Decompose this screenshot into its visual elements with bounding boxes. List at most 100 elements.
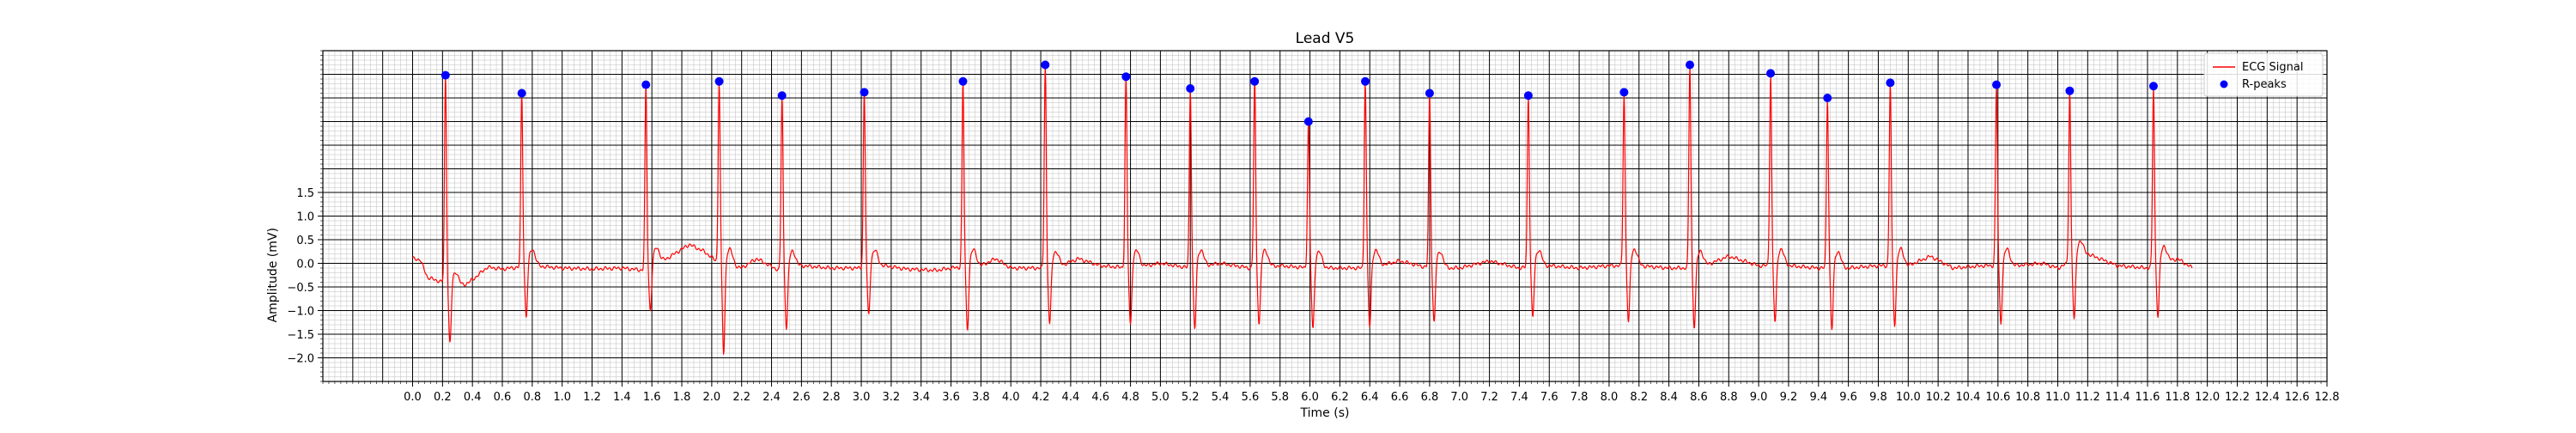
x-tick-label: 3.6 <box>942 391 960 404</box>
x-tick-label: 12.6 <box>2285 391 2310 404</box>
x-tick-label: 5.6 <box>1242 391 1260 404</box>
x-tick-label: 9.4 <box>1809 391 1827 404</box>
r-peak-point <box>517 88 526 98</box>
x-tick-label: 11.2 <box>2075 391 2100 404</box>
x-tick-label: 11.6 <box>2136 391 2160 404</box>
r-peak-point <box>1992 80 2002 89</box>
x-tick-label: 8.4 <box>1660 391 1678 404</box>
r-peak-point <box>1425 88 1434 98</box>
x-tick-label: 4.6 <box>1091 391 1109 404</box>
x-tick-label: 10.2 <box>1926 391 1951 404</box>
x-tick-label: 6.6 <box>1391 391 1409 404</box>
x-tick-label: 8.0 <box>1601 391 1619 404</box>
axis-ticks: 0.0 0.2 0.4 0.6 0.8 1.0 1.2 1.4 1.6 1.8 2.0 2.2 2.4 2… <box>287 50 2340 404</box>
x-tick-label: 3.8 <box>972 391 990 404</box>
y-tick-label: −1.5 <box>287 329 314 342</box>
x-tick-label: 5.4 <box>1212 391 1230 404</box>
x-tick-label: 1.4 <box>613 391 631 404</box>
x-tick-label: 4.4 <box>1062 391 1080 404</box>
x-tick-label: 11.8 <box>2165 391 2190 404</box>
x-tick-label: 11.4 <box>2105 391 2130 404</box>
y-axis-label: Amplitude (mV) <box>266 228 280 322</box>
y-tick-label: −2.0 <box>287 353 314 366</box>
legend-r-peaks-label: R-peaks <box>2242 78 2287 91</box>
r-peak-point <box>1766 69 1776 78</box>
x-tick-label: 1.6 <box>643 391 661 404</box>
x-tick-label: 10.0 <box>1896 391 1921 404</box>
r-peak-point <box>958 76 968 86</box>
x-tick-label: 7.0 <box>1450 391 1468 404</box>
x-tick-label: 10.8 <box>2015 391 2040 404</box>
x-tick-label: 6.2 <box>1331 391 1349 404</box>
x-tick-label: 0.0 <box>404 391 422 404</box>
x-tick-label: 3.4 <box>912 391 930 404</box>
x-tick-label: 0.8 <box>524 391 542 404</box>
x-tick-label: 2.6 <box>793 391 811 404</box>
r-peak-point <box>1041 60 1050 70</box>
y-tick-label: 1.0 <box>296 211 314 224</box>
r-peak-point <box>1186 84 1195 93</box>
r-peak-point <box>2148 82 2158 91</box>
x-tick-label: 5.2 <box>1182 391 1200 404</box>
y-tick-label: 0.5 <box>296 235 314 247</box>
x-tick-label: 12.4 <box>2255 391 2280 404</box>
x-tick-label: 10.6 <box>1985 391 2010 404</box>
r-peak-point <box>1823 94 1832 102</box>
grid <box>322 50 2328 382</box>
x-tick-label: 6.0 <box>1301 391 1319 404</box>
x-tick-label: 2.2 <box>732 391 750 404</box>
x-tick-label: 6.4 <box>1361 391 1379 404</box>
x-tick-label: 1.8 <box>673 391 691 404</box>
r-peak-point <box>860 88 869 97</box>
r-peak-point <box>1886 78 1895 88</box>
x-tick-label: 12.0 <box>2195 391 2220 404</box>
legend: ECG Signal R-peaks <box>2203 52 2324 97</box>
x-tick-label: 12.8 <box>2315 391 2340 404</box>
r-peak-point <box>2065 86 2075 95</box>
y-tick-label: 1.5 <box>296 187 314 200</box>
y-tick-label: 0.0 <box>296 259 314 271</box>
x-tick-label: 9.8 <box>1869 391 1887 404</box>
chart-title: Lead V5 <box>1296 30 1355 47</box>
x-tick-label: 0.4 <box>464 391 482 404</box>
x-tick-label: 4.2 <box>1032 391 1050 404</box>
x-tick-label: 3.0 <box>853 391 871 404</box>
x-tick-label: 5.0 <box>1151 391 1170 404</box>
x-tick-label: 2.0 <box>703 391 721 404</box>
x-axis-label: Time (s) <box>1300 406 1350 420</box>
x-tick-label: 7.6 <box>1540 391 1558 404</box>
r-peak-point <box>1121 72 1131 82</box>
r-peak-point <box>1523 91 1533 101</box>
x-tick-label: 0.2 <box>434 391 452 404</box>
legend-box <box>2203 52 2324 97</box>
x-tick-label: 5.8 <box>1271 391 1289 404</box>
x-tick-label: 4.8 <box>1121 391 1139 404</box>
x-tick-label: 1.2 <box>583 391 601 404</box>
r-peak-point <box>440 70 450 80</box>
r-peak-point <box>1686 60 1694 70</box>
x-tick-label: 0.6 <box>494 391 512 404</box>
x-tick-label: 9.2 <box>1780 391 1798 404</box>
x-tick-label: 1.0 <box>553 391 571 404</box>
r-peak-point <box>777 91 787 101</box>
x-tick-label: 8.8 <box>1720 391 1738 404</box>
legend-r-peaks-swatch <box>2220 80 2228 88</box>
r-peak-point <box>1361 76 1370 86</box>
x-tick-label: 8.2 <box>1630 391 1648 404</box>
x-tick-label: 9.0 <box>1750 391 1768 404</box>
r-peak-point <box>714 76 724 86</box>
x-tick-label: 8.6 <box>1690 391 1708 404</box>
plot-series <box>412 60 2193 355</box>
x-tick-label: 3.2 <box>883 391 901 404</box>
y-tick-label: −1.0 <box>287 306 314 319</box>
x-tick-label: 11.0 <box>2045 391 2070 404</box>
x-tick-label: 2.4 <box>762 391 781 404</box>
legend-ecg-signal-label: ECG Signal <box>2242 61 2303 74</box>
x-tick-label: 4.0 <box>1002 391 1020 404</box>
x-tick-label: 10.4 <box>1955 391 1980 404</box>
x-tick-label: 12.2 <box>2225 391 2250 404</box>
r-peak-point <box>1250 76 1260 86</box>
r-peak-point <box>1303 117 1313 126</box>
